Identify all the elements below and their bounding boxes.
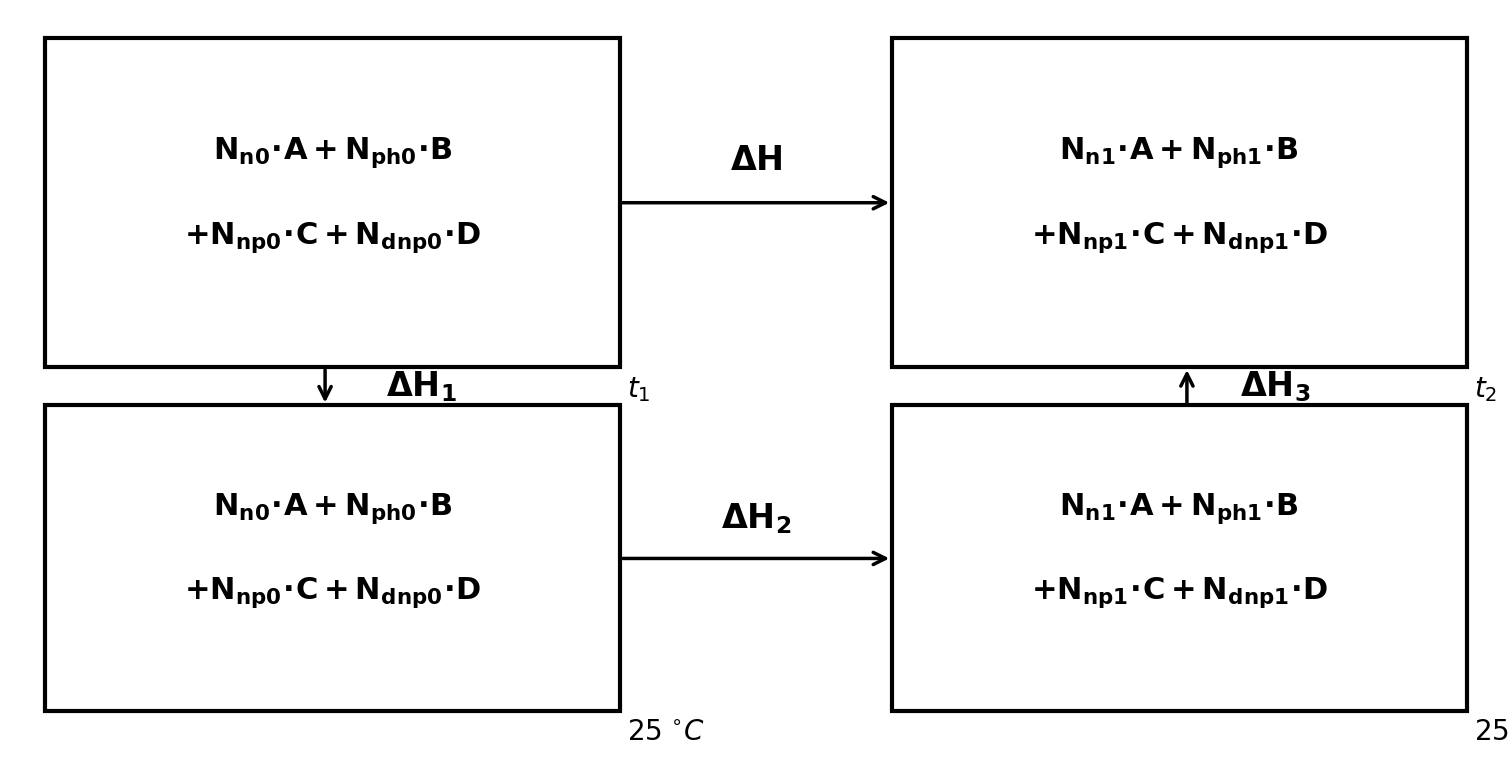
Bar	[892, 38, 1467, 367]
Text: $25\,^\circ\!C$: $25\,^\circ\!C$	[627, 719, 705, 746]
Bar	[45, 38, 620, 367]
Bar	[892, 405, 1467, 711]
Text: $\mathbf{+N_{np0}\!\cdot\!C + N_{dnp0}\!\cdot\!D}$: $\mathbf{+N_{np0}\!\cdot\!C + N_{dnp0}\!…	[184, 575, 481, 610]
Text: $t_2$: $t_2$	[1474, 375, 1497, 404]
Text: $\mathbf{+N_{np1}\!\cdot\!C + N_{dnp1}\!\cdot\!D}$: $\mathbf{+N_{np1}\!\cdot\!C + N_{dnp1}\!…	[1031, 575, 1328, 610]
Text: $\mathbf{+N_{np0}\!\cdot\!C + N_{dnp0}\!\cdot\!D}$: $\mathbf{+N_{np0}\!\cdot\!C + N_{dnp0}\!…	[184, 220, 481, 255]
Text: $\mathbf{N_{n0}\!\cdot\!A + N_{ph0}\!\cdot\!B}$: $\mathbf{N_{n0}\!\cdot\!A + N_{ph0}\!\cd…	[213, 135, 452, 171]
Text: $\mathbf{\Delta H_3}$: $\mathbf{\Delta H_3}$	[1240, 369, 1311, 404]
Text: $t_1$: $t_1$	[627, 375, 652, 404]
Text: $\mathbf{N_{n0}\!\cdot\!A + N_{ph0}\!\cdot\!B}$: $\mathbf{N_{n0}\!\cdot\!A + N_{ph0}\!\cd…	[213, 491, 452, 526]
Text: $\mathbf{\Delta H}$: $\mathbf{\Delta H}$	[730, 144, 782, 177]
Text: $\mathbf{N_{n1}\!\cdot\!A + N_{ph1}\!\cdot\!B}$: $\mathbf{N_{n1}\!\cdot\!A + N_{ph1}\!\cd…	[1060, 491, 1299, 526]
Text: $\mathbf{N_{n1}\!\cdot\!A + N_{ph1}\!\cdot\!B}$: $\mathbf{N_{n1}\!\cdot\!A + N_{ph1}\!\cd…	[1060, 135, 1299, 171]
Text: $\mathbf{\Delta H_2}$: $\mathbf{\Delta H_2}$	[721, 501, 791, 536]
Text: $25\,^\circ\!C$: $25\,^\circ\!C$	[1474, 719, 1512, 746]
Text: $\mathbf{+N_{np1}\!\cdot\!C + N_{dnp1}\!\cdot\!D}$: $\mathbf{+N_{np1}\!\cdot\!C + N_{dnp1}\!…	[1031, 220, 1328, 255]
Text: $\mathbf{\Delta H_1}$: $\mathbf{\Delta H_1}$	[386, 369, 457, 404]
Bar	[45, 405, 620, 711]
